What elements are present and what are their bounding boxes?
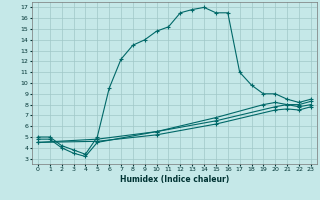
- X-axis label: Humidex (Indice chaleur): Humidex (Indice chaleur): [120, 175, 229, 184]
